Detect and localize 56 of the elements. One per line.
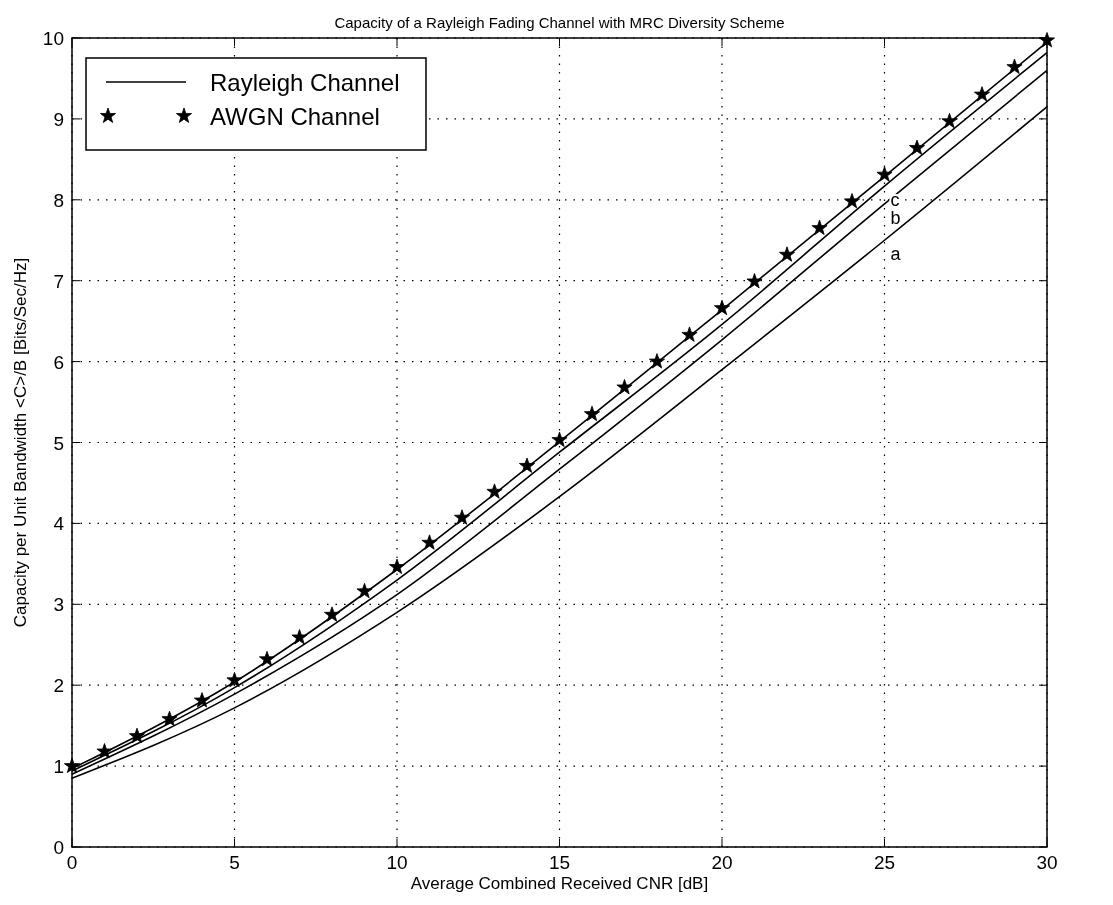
point [226,671,243,688]
point [421,534,438,550]
point [96,743,113,759]
x-tick-label: 10 [386,852,408,873]
point [193,692,211,708]
x-tick-label: 5 [229,852,240,873]
point [63,757,81,773]
point [291,629,308,645]
point [811,219,828,235]
x-tick-label: 25 [873,852,896,873]
point [453,509,471,525]
x-axis-title: Average Combined Received CNR [dB] [410,874,709,893]
x-tick-label: 30 [1036,852,1058,873]
point [551,431,568,447]
y-tick-label: 7 [53,270,64,292]
y-tick-label: 1 [53,756,64,778]
y-tick-label: 9 [53,108,64,130]
x-tick-label: 20 [711,852,733,873]
y-tick-label: 4 [53,513,65,535]
point [1038,32,1056,48]
point [713,299,731,316]
point [323,606,341,622]
y-tick-label: 6 [53,351,64,373]
legend-label: Rayleigh Channel [210,69,400,96]
annotation: a [890,244,902,265]
point [843,193,861,209]
y-axis-title: Capacity per Unit Bandwidth <C>/B [Bits/Sec/Hz] [11,257,30,628]
legend-label: AWGN Channel [210,103,380,130]
annotation: b [890,207,901,228]
y-tick-label: 2 [53,675,64,697]
y-tick-label: 10 [42,28,64,49]
point [518,457,536,473]
point [258,650,276,667]
chart-title: Capacity of a Rayleigh Fading Channel with MRC Diversity Scheme [334,14,785,31]
point [388,558,406,574]
x-tick-label: 0 [66,852,78,873]
y-tick-label: 8 [53,189,64,211]
point [616,379,633,395]
point [648,353,666,369]
point [1006,58,1023,74]
point [486,483,503,499]
point [908,139,926,155]
y-tick-label: 3 [53,594,64,616]
y-tick-label: 0 [53,837,64,858]
point [876,166,893,182]
y-tick-label: 5 [53,432,64,454]
point [941,112,958,129]
point [583,405,601,422]
point [356,582,373,599]
point [973,86,991,102]
point [681,326,698,342]
point [778,246,796,262]
point [128,727,146,744]
point [746,273,763,289]
x-tick-label: 15 [548,852,571,873]
point [161,710,178,727]
